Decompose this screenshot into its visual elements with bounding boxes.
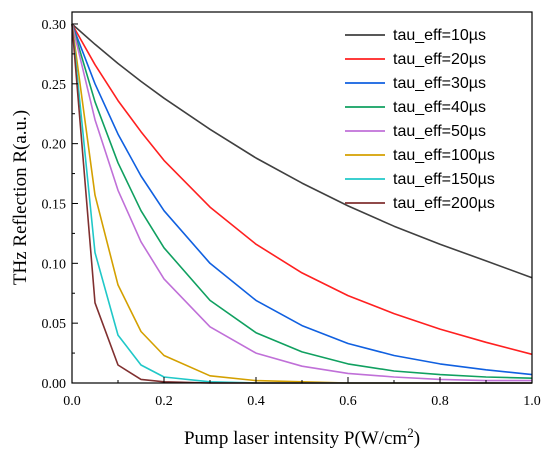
y-tick-label: 0.30 — [42, 18, 67, 33]
y-tick-label: 0.20 — [42, 138, 67, 153]
legend: tau_eff=10µs tau_eff=20µs tau_eff=30µs tau_… — [345, 27, 495, 212]
x-axis-label-main: Pump laser intensity P(W/cm — [184, 428, 407, 449]
legend-item: tau_eff=40µs — [345, 99, 486, 116]
series-line-3 — [71, 23, 533, 376]
x-tick-label: 1.0 — [523, 394, 541, 409]
y-tick-label: 0.25 — [42, 78, 67, 93]
legend-label: tau_eff=10µs — [393, 27, 486, 44]
series-line-1 — [71, 23, 533, 279]
axis-ticks: 0.0 0.2 0.4 0.6 0.8 1.0 0.00 0.05 0.10 0.15 0.20 0.… — [42, 18, 541, 409]
legend-label: tau_eff=100µs — [393, 147, 495, 164]
series-line-4 — [71, 23, 533, 379]
legend-item: tau_eff=200µs — [345, 195, 495, 212]
x-tick-label: 0.6 — [339, 394, 357, 409]
y-tick-label: 0.10 — [42, 257, 67, 272]
legend-label: tau_eff=40µs — [393, 99, 486, 116]
series-line-2 — [71, 23, 533, 356]
legend-item: tau_eff=150µs — [345, 171, 495, 188]
legend-label: tau_eff=30µs — [393, 75, 486, 92]
legend-item: tau_eff=10µs — [345, 27, 486, 44]
legend-label: tau_eff=20µs — [393, 51, 486, 68]
y-tick-label: 0.05 — [42, 317, 67, 332]
legend-item: tau_eff=100µs — [345, 147, 495, 164]
x-tick-label: 0.8 — [431, 394, 449, 409]
legend-label: tau_eff=50µs — [393, 123, 486, 140]
y-tick-label: 0.15 — [42, 197, 67, 212]
x-axis-label: Pump laser intensity P(W/cm2) — [184, 425, 420, 449]
x-axis-label-end: ) — [414, 428, 420, 449]
legend-item: tau_eff=20µs — [345, 51, 486, 68]
legend-label: tau_eff=200µs — [393, 195, 495, 212]
x-tick-label: 0.2 — [155, 394, 173, 409]
y-tick-label: 0.00 — [42, 377, 67, 392]
x-tick-label: 0.4 — [247, 394, 265, 409]
legend-item: tau_eff=30µs — [345, 75, 486, 92]
x-tick-label: 0.0 — [63, 394, 81, 409]
x-axis-label-superscript: 2 — [407, 425, 414, 440]
y-axis-label: THz Reflection R(a.u.) — [10, 110, 31, 285]
legend-label: tau_eff=150µs — [393, 171, 495, 188]
legend-item: tau_eff=50µs — [345, 123, 486, 140]
